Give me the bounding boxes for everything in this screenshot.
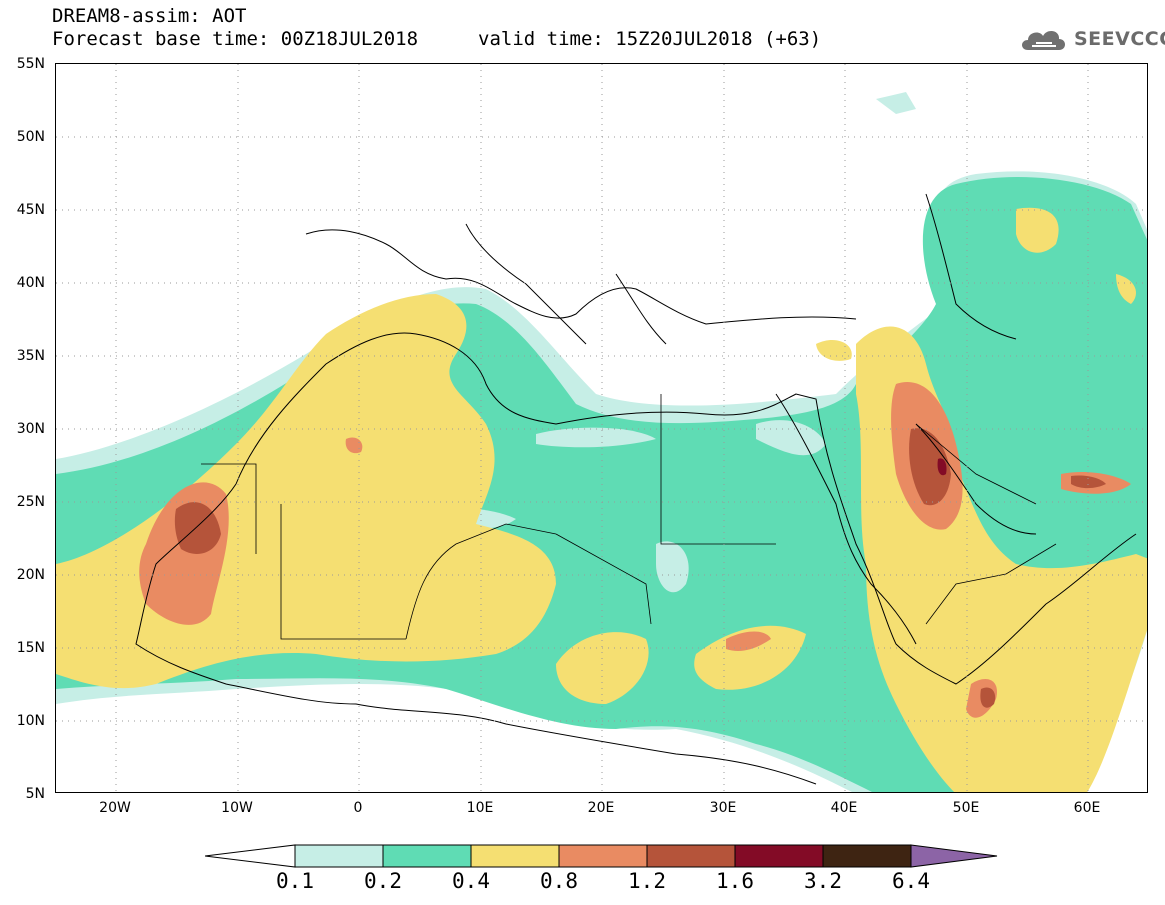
legend-level-0-8: 0.8: [540, 869, 578, 893]
lon-label-50e: 50E: [952, 800, 980, 816]
logo-text: SEEVCCC: [1074, 28, 1165, 50]
colorbar-low-arrow: [205, 844, 296, 868]
lon-label-60e: 60E: [1073, 800, 1101, 816]
legend-level-0-1: 0.1: [276, 869, 314, 893]
borders: [201, 394, 1057, 640]
coastlines: [135, 193, 1137, 785]
forecast-base-time: Forecast base time: 00Z18JUL2018: [52, 28, 419, 50]
lat-label-55n: 55N: [16, 56, 45, 72]
valid-time: valid time: 15Z20JUL2018 (+63): [478, 28, 822, 50]
graticule: [56, 64, 1147, 792]
cloud-icon: [1022, 30, 1065, 50]
seevccc-logo: SEEVCCC: [1018, 24, 1165, 56]
lon-label-20w: 20W: [99, 800, 131, 816]
colorbar-bin-6: [734, 844, 824, 868]
lon-label-40e: 40E: [830, 800, 858, 816]
lat-label-30n: 30N: [16, 421, 45, 437]
legend-level-3-2: 3.2: [804, 869, 842, 893]
legend-level-0-4: 0.4: [452, 869, 490, 893]
lon-label-10e: 10E: [466, 800, 494, 816]
colorbar-bin-5: [646, 844, 736, 868]
lat-label-45n: 45N: [16, 202, 45, 218]
colorbar-high-arrow: [910, 844, 998, 868]
lon-label-20e: 20E: [587, 800, 615, 816]
colorbar-bin-3: [470, 844, 560, 868]
lon-label-0: 0: [353, 800, 363, 816]
lat-label-25n: 25N: [16, 494, 45, 510]
lat-label-10n: 10N: [16, 713, 45, 729]
legend-level-1-2: 1.2: [628, 869, 666, 893]
aot-colorbar: [205, 844, 998, 868]
colorbar-bin-4: [558, 844, 648, 868]
lon-label-30e: 30E: [709, 800, 737, 816]
legend-level-6-4: 6.4: [892, 869, 930, 893]
aot-map: [55, 63, 1148, 793]
lat-label-20n: 20N: [16, 567, 45, 583]
lat-label-35n: 35N: [16, 348, 45, 364]
lat-label-15n: 15N: [16, 640, 45, 656]
legend-level-1-6: 1.6: [716, 869, 754, 893]
colorbar-bin-7: [822, 844, 912, 868]
legend-level-0-2: 0.2: [364, 869, 402, 893]
lat-label-50n: 50N: [16, 129, 45, 145]
colorbar-bin-1: [294, 844, 384, 868]
lon-label-10w: 10W: [221, 800, 253, 816]
map-title: DREAM8-assim: AOT: [52, 5, 247, 27]
colorbar-bin-2: [382, 844, 472, 868]
lat-label-40n: 40N: [16, 275, 45, 291]
lat-label-5n: 5N: [25, 786, 45, 802]
